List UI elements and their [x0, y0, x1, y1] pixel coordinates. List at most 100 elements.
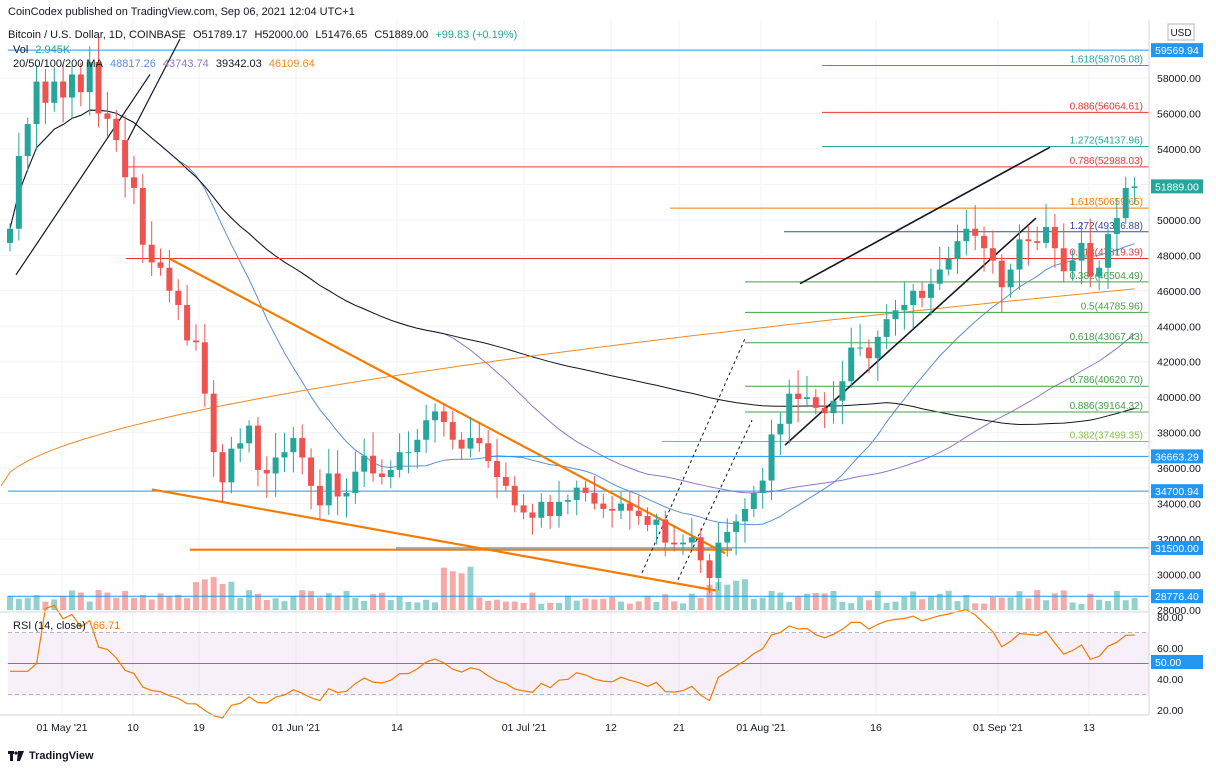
volume-bar [201, 579, 208, 610]
candle-body [919, 290, 926, 298]
volume-bar [157, 593, 164, 610]
candle-body [334, 473, 341, 497]
tradingview-logo[interactable]: TradingView [8, 750, 94, 762]
candle-body [1043, 226, 1050, 243]
volume-bar [237, 598, 244, 610]
candle-body [848, 347, 855, 382]
volume-bar [175, 594, 182, 610]
volume-bar [989, 597, 996, 610]
volume-bar [998, 597, 1005, 610]
volume-bar [786, 602, 793, 610]
volume-legend[interactable]: Vol 2.945K [13, 44, 74, 56]
volume-bar [963, 595, 970, 610]
price-tag-bg [1151, 484, 1203, 499]
moving-averages [0, 109, 1135, 526]
volume-bar [812, 593, 819, 610]
candle-body [564, 500, 571, 502]
candle-body [139, 187, 146, 245]
y-tick-label: 40000.00 [1157, 392, 1201, 404]
currency-box[interactable] [1167, 23, 1195, 41]
candle-body [989, 248, 996, 261]
candle-body [547, 501, 554, 517]
candle-body [449, 422, 456, 440]
volume-bar [981, 603, 988, 610]
candle-body [1025, 239, 1032, 242]
rsi-legend[interactable]: RSI (14, close) 66.71 [13, 620, 124, 632]
candle-body [954, 241, 961, 259]
candle-body [405, 452, 412, 454]
candle-body [60, 81, 67, 98]
rsi-label: RSI (14, close) [13, 620, 86, 632]
candle-body [290, 437, 297, 453]
candle-body [1016, 239, 1023, 270]
fib-level-label: 1.272(54137.96) [1070, 135, 1143, 146]
volume-bar [547, 602, 554, 610]
ma200-line [0, 288, 1135, 487]
price-tag-bg [1151, 589, 1203, 604]
volume-label: Vol [13, 44, 29, 56]
volume-bar [139, 594, 146, 610]
ma20-value: 48817.26 [109, 58, 156, 70]
candle-body [210, 393, 217, 453]
candle-body [485, 443, 492, 462]
candle-body [1051, 226, 1058, 249]
volume-bar [1113, 590, 1120, 610]
volume-bar [290, 595, 297, 610]
volume-bar [1105, 601, 1112, 610]
candle-body [24, 124, 31, 157]
tradingview-icon [8, 751, 24, 761]
price-tags: 59569.94 51889.00 36663.29 34700.94 31500.00… [1151, 43, 1203, 669]
candle-body [148, 244, 155, 263]
volume-bar [281, 601, 288, 610]
rsi-pane [8, 604, 1149, 719]
volume-bar [564, 595, 571, 610]
volume-bar [130, 597, 137, 610]
early-trendline-2 [125, 38, 181, 144]
candle-body [839, 381, 846, 401]
volume-bar [378, 592, 385, 610]
candle-body [33, 81, 40, 125]
volume-bar [122, 591, 129, 610]
ma-legend[interactable]: 20/50/100/200 MA 48817.26 43743.74 39342… [13, 58, 319, 70]
volume-bar [1131, 597, 1138, 610]
y-axis[interactable]: 58000.0056000.0054000.0052000.0050000.00… [1157, 73, 1201, 717]
volume-bar [520, 602, 527, 610]
candle-body [1069, 260, 1076, 272]
x-tick-label: 12 [605, 722, 617, 734]
x-axis[interactable]: 01 May '21 10 19 01 Jun '21 14 01 Jul '21 12 21… [36, 722, 1095, 734]
symbol-title[interactable]: Bitcoin / U.S. Dollar, 1D, COINBASE [8, 29, 186, 41]
volume-bar [414, 602, 421, 610]
x-tick-label: 01 Jun '21 [272, 722, 320, 734]
price-tag: 59569.94 [1155, 45, 1199, 57]
ma100-value: 39342.03 [215, 58, 262, 70]
volume-bar [1069, 602, 1076, 610]
price-tag: 50.00 [1155, 657, 1181, 669]
wedge-upper-line [169, 257, 726, 555]
symbol-line[interactable]: Bitcoin / U.S. Dollar, 1D, COINBASE O517… [8, 29, 521, 41]
volume-bar [954, 601, 961, 610]
candle-body [414, 439, 421, 453]
candle-body [122, 140, 129, 178]
volume-bar [396, 596, 403, 610]
volume-bar [449, 571, 456, 610]
candle-body [936, 269, 943, 284]
volume-bar [927, 595, 934, 610]
candle-body [86, 62, 93, 93]
volume-bar [51, 599, 58, 610]
candle-body [1078, 242, 1085, 261]
volume-bar [33, 595, 40, 610]
ohlc-open: O51789.17 [192, 29, 248, 41]
volume-bar [15, 598, 22, 610]
candle-body [741, 508, 748, 522]
candle-body [582, 487, 589, 493]
volume-bar [972, 603, 979, 610]
x-tick-label: 10 [127, 722, 139, 734]
candle-body [325, 473, 332, 506]
x-tick-label: 01 Aug '21 [736, 722, 785, 734]
x-tick-label: 01 Sep '21 [973, 722, 1023, 734]
y-tick-label: 28000.00 [1157, 605, 1201, 617]
volume-bar [343, 590, 350, 610]
price-tag-bg [1151, 179, 1203, 194]
volume-bar [591, 599, 598, 610]
